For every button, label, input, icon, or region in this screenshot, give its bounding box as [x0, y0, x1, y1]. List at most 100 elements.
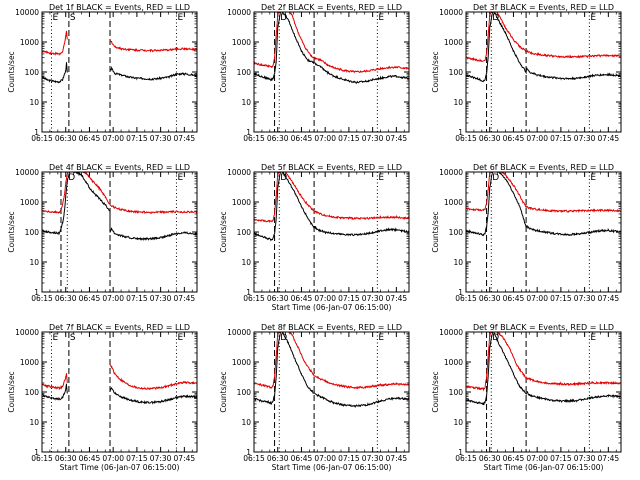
y-tick-label: 100	[449, 68, 464, 77]
marker-label: D	[280, 333, 287, 343]
x-tick-label: 06:15	[455, 454, 477, 463]
x-tick-label: 06:15	[243, 454, 265, 463]
x-tick-label: 07:15	[550, 134, 572, 143]
x-tick-label: 07:00	[102, 454, 124, 463]
x-tick-label: 06:15	[31, 294, 53, 303]
marker-label: D	[492, 173, 499, 183]
y-tick-label: 10000	[227, 8, 251, 17]
plot-frame	[253, 331, 410, 453]
y-tick-label: 1	[458, 128, 463, 137]
series-line-lld	[42, 30, 197, 57]
series-line-events	[254, 172, 409, 242]
y-tick-label: 1	[246, 448, 251, 457]
x-axis-label: Start Time (06-Jan-07 06:15:00)	[272, 463, 392, 472]
x-tick-label: 06:45	[503, 294, 525, 303]
marker-label: E	[177, 333, 183, 343]
y-tick-label: 1000	[444, 358, 463, 367]
marker-label: E	[378, 13, 384, 23]
x-tick-label: 07:45	[386, 134, 408, 143]
chart-title: Det 3f BLACK = Events, RED = LLD	[473, 3, 614, 12]
x-tick-label: 06:15	[31, 134, 53, 143]
x-tick-label: 07:15	[126, 454, 148, 463]
x-tick-label: 07:45	[174, 454, 196, 463]
series-line-events	[466, 12, 621, 83]
y-tick-label: 1	[458, 288, 463, 297]
y-axis-label: Counts/sec	[431, 371, 440, 412]
x-tick-label: 07:00	[314, 454, 336, 463]
series-line-lld	[254, 332, 409, 390]
x-tick-label: 07:30	[574, 454, 596, 463]
x-tick-label: 06:30	[267, 134, 289, 143]
y-tick-label: 10	[453, 258, 463, 267]
x-tick-label: 07:45	[386, 454, 408, 463]
y-tick-label: 1000	[232, 198, 251, 207]
x-tick-label: 07:15	[126, 294, 148, 303]
series-line-events	[254, 12, 409, 85]
x-tick-label: 06:30	[55, 134, 77, 143]
marker-label: D	[492, 333, 499, 343]
y-tick-label: 10000	[15, 328, 39, 337]
y-tick-label: 10000	[15, 8, 39, 17]
x-tick-label: 06:30	[55, 294, 77, 303]
plot-frame	[253, 11, 410, 133]
marker-label: E	[378, 333, 384, 343]
x-tick-label: 07:00	[526, 134, 548, 143]
x-tick-label: 07:00	[314, 134, 336, 143]
chart-title: Det 9f BLACK = Events, RED = LLD	[473, 323, 614, 332]
x-tick-label: 07:45	[386, 294, 408, 303]
series-line-events	[466, 332, 621, 406]
y-tick-label: 1000	[232, 38, 251, 47]
x-tick-label: 06:45	[79, 134, 101, 143]
x-tick-label: 06:30	[479, 454, 501, 463]
x-tick-label: 06:45	[79, 454, 101, 463]
marker-label: E	[590, 13, 596, 23]
x-tick-label: 07:15	[126, 134, 148, 143]
y-tick-label: 100	[25, 228, 40, 237]
x-tick-label: 07:00	[314, 294, 336, 303]
y-axis-label: Counts/sec	[431, 211, 440, 252]
series-line-lld	[466, 12, 621, 63]
x-tick-label: 06:30	[479, 294, 501, 303]
x-tick-label: 06:30	[267, 294, 289, 303]
series-line-lld	[254, 172, 409, 223]
x-tick-label: 06:15	[243, 294, 265, 303]
y-tick-label: 1	[34, 288, 39, 297]
x-tick-label: 06:45	[291, 294, 313, 303]
marker-label: E	[52, 13, 58, 23]
y-tick-label: 10	[241, 258, 251, 267]
plot-frame	[41, 11, 198, 133]
chart-title: Det 5f BLACK = Events, RED = LLD	[261, 163, 402, 172]
series-line-events	[254, 332, 409, 409]
x-tick-label: 06:30	[55, 454, 77, 463]
y-tick-label: 1000	[444, 198, 463, 207]
marker-label: E	[52, 333, 58, 343]
y-tick-label: 1	[246, 128, 251, 137]
x-tick-label: 07:45	[598, 294, 620, 303]
y-tick-label: 10	[453, 418, 463, 427]
y-tick-label: 10000	[227, 168, 251, 177]
y-tick-label: 100	[237, 68, 252, 77]
x-tick-label: 06:30	[479, 134, 501, 143]
series-line-events	[466, 172, 621, 237]
y-tick-label: 1	[246, 288, 251, 297]
series-line-events	[42, 383, 197, 405]
x-axis-label: Start Time (06-Jan-07 06:15:00)	[484, 463, 604, 472]
x-tick-label: 07:30	[150, 134, 172, 143]
y-tick-label: 1000	[444, 38, 463, 47]
y-tick-label: 10000	[439, 8, 463, 17]
marker-label: S	[70, 13, 76, 23]
y-axis-label: Counts/sec	[7, 371, 16, 412]
y-tick-label: 100	[25, 68, 40, 77]
chart-panel-9: Det 9f BLACK = Events, RED = LLD 1 10 100 10…	[431, 323, 622, 472]
x-tick-label: 07:45	[598, 454, 620, 463]
y-tick-label: 10	[29, 258, 39, 267]
y-tick-label: 10	[29, 98, 39, 107]
x-tick-label: 06:45	[503, 134, 525, 143]
x-tick-label: 07:15	[338, 294, 360, 303]
y-tick-label: 10000	[439, 328, 463, 337]
y-tick-label: 10	[453, 98, 463, 107]
y-axis-label: Counts/sec	[219, 51, 228, 92]
marker-label: E	[177, 13, 183, 23]
x-tick-label: 07:30	[150, 294, 172, 303]
